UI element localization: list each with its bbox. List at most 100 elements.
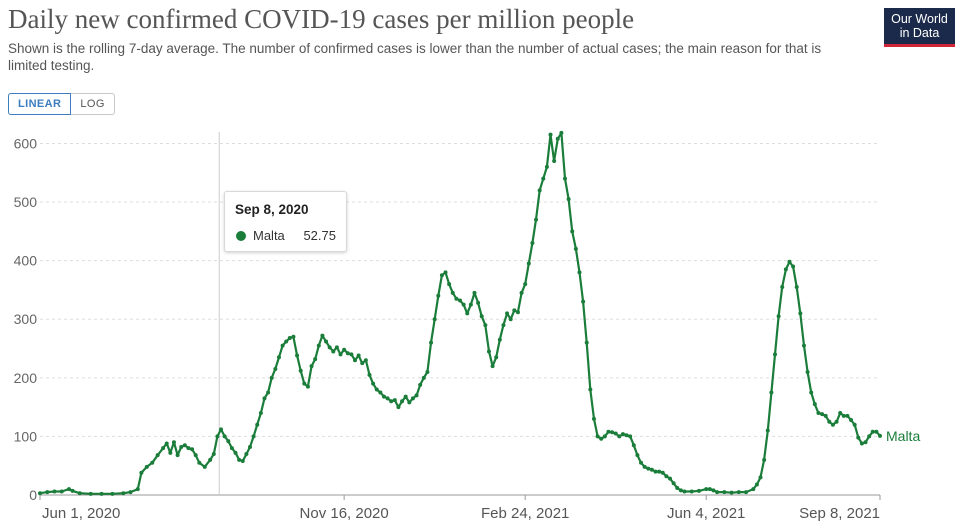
y-tick-label: 400	[14, 253, 38, 269]
data-point	[418, 382, 423, 387]
data-point	[309, 364, 314, 369]
data-point	[878, 433, 882, 438]
data-point	[838, 410, 843, 415]
data-point	[374, 387, 379, 392]
data-point	[794, 284, 799, 289]
data-point	[631, 443, 636, 448]
data-point	[526, 261, 531, 266]
data-point	[628, 434, 633, 439]
data-point	[776, 314, 781, 319]
data-point	[59, 489, 64, 494]
data-point	[389, 399, 394, 404]
chart-subtitle: Shown is the rolling 7-day average. The …	[8, 41, 822, 73]
data-point	[870, 429, 875, 434]
x-tick-label: Jun 1, 2020	[42, 505, 120, 522]
data-point	[110, 491, 115, 496]
data-point	[649, 467, 654, 472]
data-point	[461, 302, 466, 307]
data-point	[657, 469, 662, 474]
data-point	[823, 413, 828, 418]
data-point	[486, 349, 491, 354]
data-point	[494, 355, 499, 360]
data-point	[566, 197, 571, 202]
data-point	[588, 387, 593, 392]
data-point	[334, 345, 339, 350]
data-point	[805, 369, 810, 374]
tooltip-date: Sep 8, 2020	[235, 202, 309, 217]
data-point	[410, 396, 415, 401]
data-point	[715, 490, 720, 495]
data-point	[559, 130, 564, 135]
data-point	[519, 290, 524, 295]
data-point	[363, 358, 368, 363]
data-point	[769, 390, 774, 395]
data-point	[320, 333, 325, 338]
data-point	[534, 217, 539, 222]
data-point	[345, 351, 350, 356]
data-point	[646, 466, 651, 471]
tooltip-series-dot	[236, 231, 246, 241]
data-point	[291, 334, 296, 339]
y-tick-label: 300	[14, 311, 38, 327]
data-point	[754, 482, 759, 487]
data-point	[251, 434, 256, 439]
data-point	[454, 296, 459, 301]
owid-logo[interactable]: Our World in Data	[884, 8, 955, 47]
data-point	[193, 453, 198, 458]
data-point	[798, 311, 803, 316]
data-point	[856, 435, 861, 440]
data-point	[436, 293, 441, 298]
data-point	[555, 136, 560, 141]
tooltip-series-name: Malta	[253, 228, 285, 243]
data-point	[479, 314, 484, 319]
y-tick-label: 100	[14, 428, 38, 444]
data-point	[208, 457, 213, 462]
data-point	[552, 159, 557, 164]
linear-scale-button[interactable]: LINEAR	[8, 93, 72, 115]
data-point	[331, 349, 336, 354]
data-point	[624, 433, 629, 438]
data-point	[421, 375, 426, 380]
data-point	[447, 282, 452, 287]
log-scale-button[interactable]: LOG	[71, 93, 115, 115]
data-point	[544, 164, 549, 169]
data-point	[128, 490, 133, 495]
data-point	[45, 490, 50, 495]
data-point	[577, 270, 582, 275]
data-point	[179, 444, 184, 449]
x-tick-label: Jun 4, 2021	[667, 505, 745, 522]
data-point	[407, 400, 412, 405]
data-point	[305, 384, 310, 389]
data-point	[751, 487, 756, 492]
data-point	[483, 323, 488, 328]
data-point	[816, 410, 821, 415]
data-point	[88, 491, 93, 496]
data-point	[773, 352, 777, 357]
data-point	[215, 434, 220, 439]
data-point	[563, 176, 567, 181]
data-point	[150, 460, 155, 465]
data-point	[38, 491, 42, 496]
data-point	[425, 369, 430, 374]
data-point	[834, 419, 839, 424]
data-point	[139, 470, 144, 475]
data-point	[599, 436, 604, 441]
data-point	[696, 488, 701, 493]
scale-toggle: LINEAR LOG	[8, 93, 115, 115]
data-point	[403, 394, 408, 399]
data-point	[70, 488, 75, 493]
data-point	[765, 428, 770, 433]
hover-tooltip: Sep 8, 2020 Malta 52.75	[224, 191, 347, 252]
data-point	[392, 398, 397, 403]
data-point	[573, 246, 578, 251]
data-point	[736, 490, 741, 495]
data-point	[432, 317, 437, 322]
data-point	[121, 491, 126, 496]
data-point	[269, 375, 274, 380]
data-point	[729, 490, 734, 495]
data-point	[642, 464, 647, 469]
data-point	[620, 432, 625, 437]
data-point	[439, 273, 444, 278]
data-point	[668, 476, 672, 481]
